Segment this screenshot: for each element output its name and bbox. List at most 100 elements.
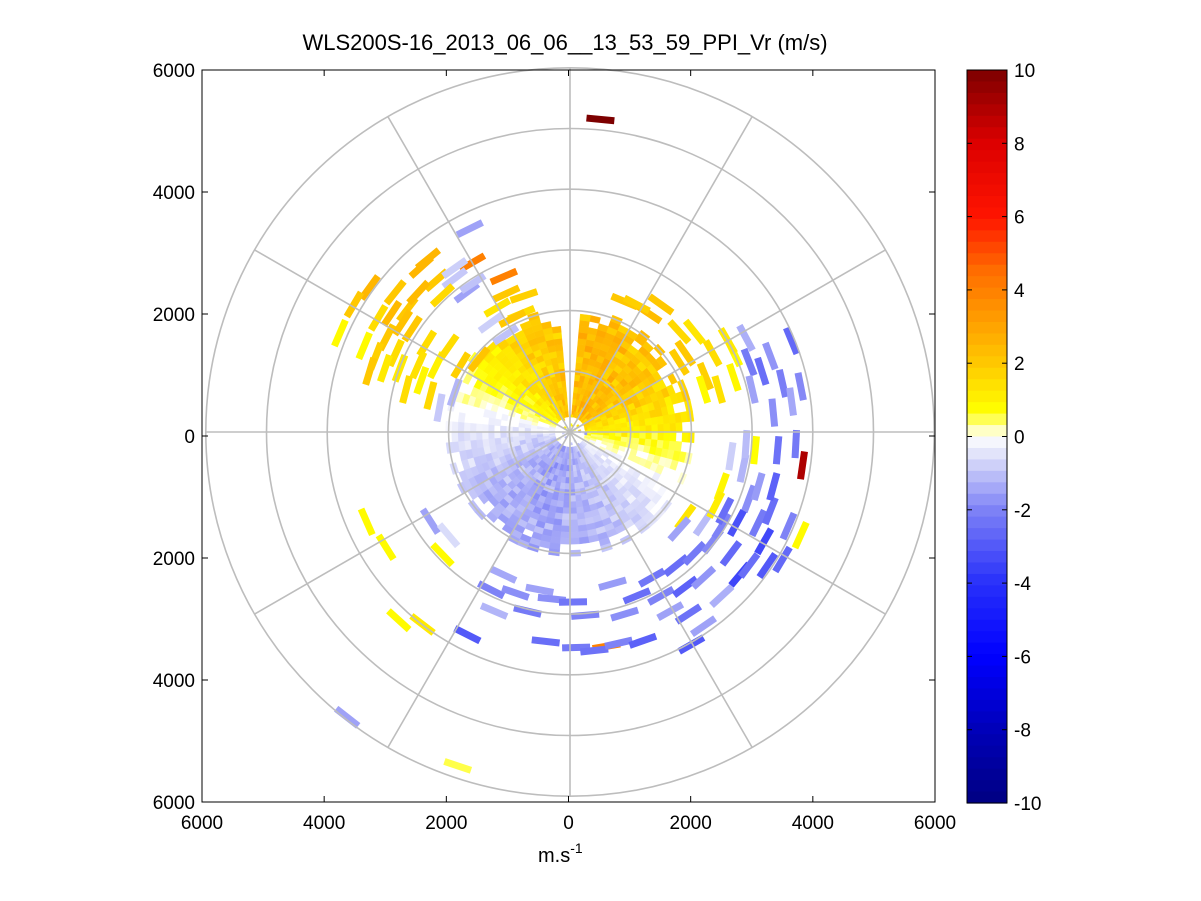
field-cell [463,431,471,442]
field-cell [560,476,567,484]
grid-spoke [254,431,571,615]
field-cell [576,350,585,358]
field-cell [563,425,567,429]
data-cell [580,645,609,656]
field-cell [569,501,577,509]
data-cell [756,551,779,580]
colorbar-bin [967,482,1007,495]
colorbar-bin [967,104,1007,117]
colorbar-bin [967,436,1007,449]
colorbar-bin [967,459,1007,472]
data-cell [477,311,505,334]
grid-spoke [569,116,753,433]
y-tick-label: 6000 [153,61,195,82]
x-tick-label: 2000 [670,813,712,834]
field-cell [569,537,581,545]
colorbar-bin [967,551,1007,564]
data-cell [750,472,766,502]
field-cell [493,431,501,439]
field-cell [499,425,507,433]
colorbar-tick-label: -2 [1014,501,1031,522]
x-tick-label: 4000 [792,813,834,834]
field-cell [499,431,507,439]
grid-spoke [254,249,571,433]
field-cell [638,437,646,446]
field-cell [463,422,471,433]
x-tick-label: 6000 [181,813,223,834]
colorbar-bin [967,425,1007,438]
data-cell [754,527,775,556]
field-cell [561,525,571,533]
field-cell [488,438,496,447]
field-cell [577,518,587,526]
colorbar-bin [967,688,1007,701]
data-cell [334,705,361,729]
data-cell [766,472,781,502]
field-cell [576,344,586,352]
data-cell [696,361,714,391]
data-cell [492,324,520,346]
field-cell [575,356,584,364]
scatter-cells [331,114,810,774]
data-cell [791,520,810,550]
data-cell [663,554,690,577]
field-cell [633,431,641,439]
data-cell [383,279,407,306]
data-cell [429,283,456,308]
data-cell [677,634,706,655]
data-cell [401,315,423,343]
colorbar-bin [967,631,1007,644]
field-cell [475,431,483,441]
data-cell [489,565,518,584]
field-cell [494,418,502,427]
field-cell [669,431,677,442]
field-cell [639,431,647,439]
data-cell [409,350,428,380]
data-cell [357,507,376,537]
colorbar-bin [967,356,1007,369]
field-cell [563,495,571,503]
data-cell [674,339,697,367]
data-cell [423,381,438,411]
data-cell [748,508,768,538]
colorbar-bin [967,722,1007,735]
colorbar-bin [967,734,1007,747]
data-cell [667,319,692,345]
data-cell [797,451,808,480]
grid-spoke [569,431,886,615]
field-cell [519,320,532,331]
colorbar-bin [967,516,1007,529]
field-cell [651,431,659,440]
field-cell [481,431,489,440]
axis-tick-labels: 6000 4000 2000 0 2000 4000 6000600040002000020… [153,61,956,834]
data-cell [750,435,760,465]
field-cell [559,482,566,490]
data-cell [391,309,414,337]
field-cell [469,423,477,433]
colorbar-bin [967,493,1007,506]
colorbar-bin [967,161,1007,174]
field-cell [553,338,563,346]
colorbar-bin [967,528,1007,541]
data-cell [667,516,692,542]
data-cell [437,333,460,361]
colorbar-bin [967,745,1007,758]
field-cell [457,431,465,443]
data-cell [419,507,441,535]
field-cell [488,417,496,426]
data-cell [727,509,747,537]
data-cell [436,522,461,549]
field-cell [632,437,640,445]
colorbar-bin [967,791,1007,804]
data-cell [492,284,521,303]
colorbar-tick-label: 2 [1014,354,1025,375]
data-cell [775,368,790,398]
colorbar-bin [967,539,1007,552]
field-cell [551,325,562,334]
colorbar-bin [967,596,1007,609]
field-cell [633,425,641,433]
field-cell [562,507,571,515]
data-cell [711,375,726,404]
colorbar-bin [967,573,1007,586]
